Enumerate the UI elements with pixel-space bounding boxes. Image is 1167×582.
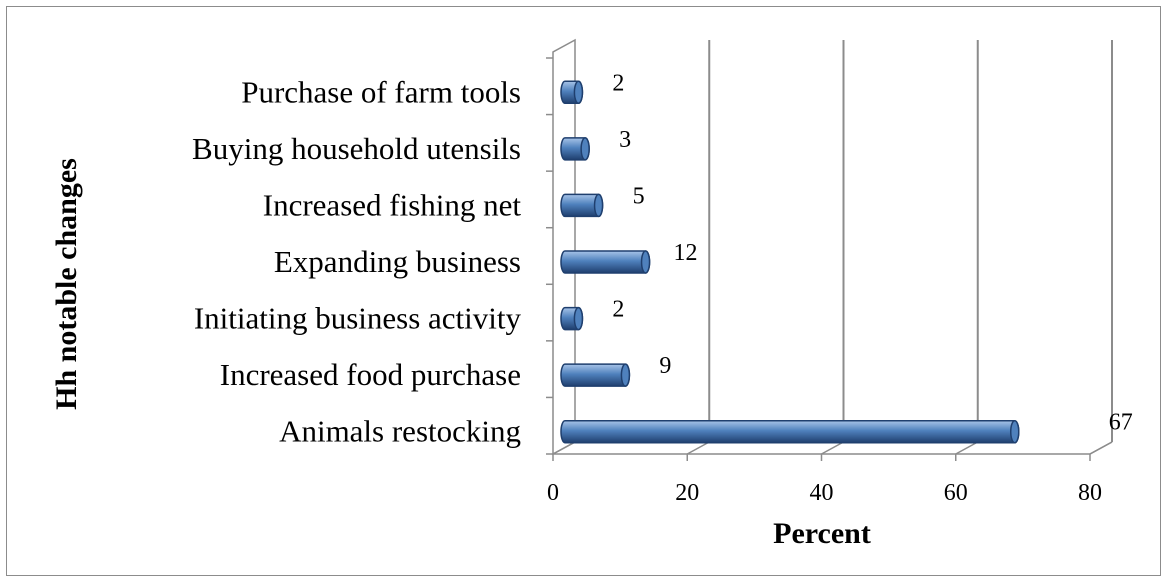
bars: [560, 80, 1020, 444]
x-tick-label: 60: [944, 480, 968, 506]
data-label: 3: [619, 127, 631, 153]
category-label: Increased food purchase: [220, 357, 521, 392]
y-axis: [546, 57, 553, 455]
category-labels: Animals restocking Increased food purchas…: [192, 74, 521, 448]
bar-end-cap: [620, 363, 631, 387]
data-label: 5: [633, 183, 645, 209]
x-axis-title: Percent: [773, 517, 871, 550]
category-label: Buying household utensils: [192, 131, 521, 166]
chart-walls: [552, 38, 1113, 456]
category-label: Expanding business: [274, 244, 521, 279]
bar: [560, 363, 631, 387]
floor-gridline: [686, 441, 710, 455]
data-label: 9: [659, 353, 671, 379]
chart-frame: [6, 6, 1161, 576]
bar: [560, 419, 1020, 444]
bar-end-cap: [640, 250, 651, 274]
floor-gridline: [821, 441, 844, 455]
x-tick-label: 80: [1078, 480, 1102, 506]
bar-end-cap: [593, 193, 604, 218]
category-label: Purchase of farm tools: [241, 74, 521, 109]
x-axis: [552, 454, 1091, 461]
bar-end-cap: [573, 306, 584, 331]
data-labels: 67 9 2 12 5 3 2: [612, 70, 1132, 435]
bar-end-cap: [1009, 419, 1020, 444]
data-label: 67: [1109, 410, 1133, 436]
x-tick-labels: 0 20 40 60 80: [547, 480, 1102, 506]
floor-gridline: [1089, 441, 1113, 455]
data-label: 2: [612, 297, 624, 323]
data-label: 2: [612, 70, 624, 96]
x-tick-label: 20: [675, 480, 699, 506]
floor-gridline: [552, 441, 576, 455]
x-tick-label: 40: [810, 480, 834, 506]
data-label: 12: [674, 240, 698, 266]
y-axis-title: Hh notable changes: [50, 158, 83, 410]
category-label: Increased fishing net: [263, 187, 522, 222]
category-label: Animals restocking: [279, 414, 521, 449]
x-tick-label: 0: [547, 480, 559, 506]
category-label: Initiating business activity: [194, 301, 522, 336]
floor-gridline: [955, 441, 979, 455]
gridlines: [552, 40, 1113, 455]
bar-end-cap: [580, 137, 590, 161]
bar-end-cap: [573, 80, 584, 105]
bar: [560, 250, 651, 274]
